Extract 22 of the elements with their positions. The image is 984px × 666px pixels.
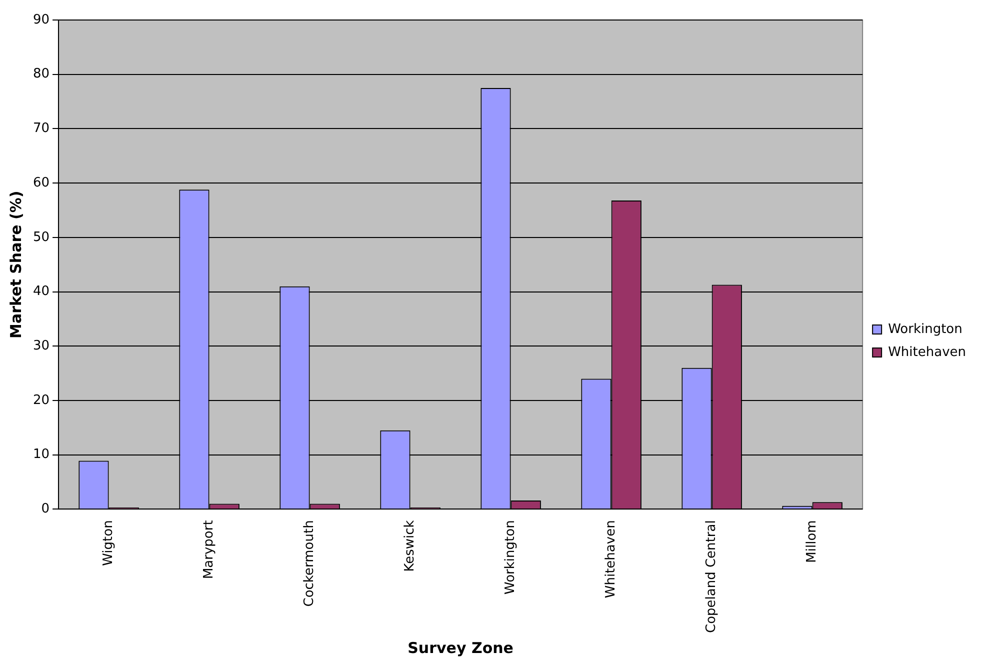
x-tick-label: Whitehaven — [604, 520, 619, 598]
y-tick-label: 20 — [32, 392, 50, 408]
legend-label: Workington — [888, 322, 962, 337]
y-tick-label: 40 — [32, 284, 50, 300]
x-tick-label: Maryport — [202, 520, 217, 580]
y-tick-label: 0 — [41, 502, 50, 517]
y-tick-label: 30 — [32, 338, 50, 354]
x-tick-label: Millom — [804, 520, 820, 563]
x-tick-label: Cockermouth — [302, 520, 318, 607]
x-tick-label: Wigton — [101, 520, 116, 566]
y-tick-label: 60 — [32, 175, 50, 190]
y-tick-label: 80 — [32, 66, 50, 82]
legend-label: Whitehaven — [888, 344, 966, 360]
y-axis-title: Market Share (%) — [6, 190, 25, 338]
x-tick-label: Copeland Central — [704, 520, 720, 634]
x-tick-label: Keswick — [402, 520, 418, 572]
y-tick-label: 90 — [32, 12, 50, 28]
y-tick-label: 70 — [32, 121, 50, 136]
x-tick-label: Workington — [503, 520, 518, 594]
x-axis-title: Survey Zone — [408, 638, 514, 657]
y-tick-label: 50 — [32, 230, 50, 245]
y-tick-label: 10 — [32, 447, 50, 462]
